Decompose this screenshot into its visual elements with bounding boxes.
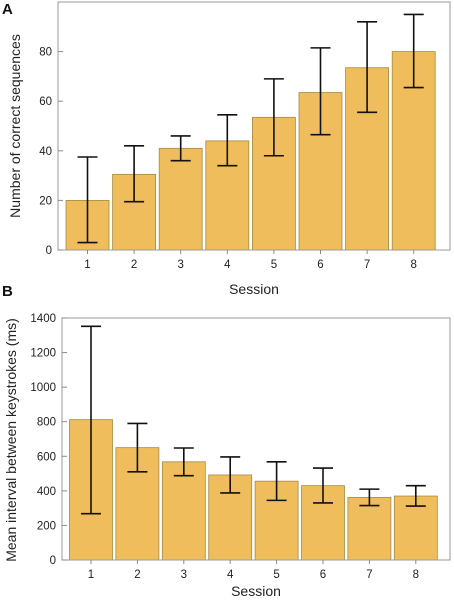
- panel-a-x-tick-label: 3: [177, 259, 183, 271]
- panel-a-x-tick-label: 7: [364, 259, 370, 271]
- panel-a-x-ticks: 1 2 3 4 5 6 7 8: [84, 250, 417, 271]
- panel-b-x-tick-label: 4: [227, 569, 234, 581]
- panel-a-error-bars: [77, 13, 424, 244]
- panel-b-y-tick-label: 1000: [30, 382, 56, 394]
- panel-a-y-tick-label: 80: [39, 47, 52, 59]
- panel-a-y-tick-label: 40: [39, 146, 52, 158]
- panel-a-x-tick-label: 2: [131, 259, 137, 271]
- panel-a-bars: [65, 51, 436, 251]
- panel-a-y-tick-label: 20: [39, 195, 52, 207]
- panel-a-x-tick-label: 8: [410, 259, 416, 271]
- panel-b-y-tick-label: 800: [37, 417, 56, 429]
- panel-b-x-tick-label: 2: [134, 569, 140, 581]
- panel-b-y-tick-label: 1200: [30, 348, 56, 360]
- panel-a-x-axis-label: Session: [229, 281, 279, 297]
- panel-b: B 0 200 400 600 800 1000 1200 1400 1 2 3 4 5 6 7 8 Ses…: [2, 283, 451, 599]
- panel-b-bars: [69, 419, 438, 561]
- panel-b-y-tick-label: 600: [37, 451, 56, 463]
- panel-a-label: A: [2, 1, 13, 18]
- panel-b-x-tick-label: 7: [366, 569, 372, 581]
- panel-a-y-tick-label: 0: [46, 245, 52, 257]
- panel-b-error-bars: [81, 325, 426, 515]
- panel-b-y-tick-label: 200: [37, 520, 56, 532]
- panel-a-x-tick-label: 6: [317, 259, 323, 271]
- panel-b-bar: [347, 497, 392, 561]
- panel-b-y-tick-label: 1400: [30, 313, 56, 325]
- panel-b-x-tick-label: 6: [320, 569, 326, 581]
- panel-b-x-tick-label: 8: [413, 569, 419, 581]
- panel-b-plot-frame: [61, 317, 451, 561]
- panel-b-x-ticks: 1 2 3 4 5 6 7 8: [88, 560, 419, 581]
- panel-b-y-ticks: 0 200 400 600 800 1000 1200 1400: [30, 313, 67, 567]
- panel-b-label: B: [2, 283, 13, 300]
- panel-a: A 0 20 40 60 80 1 2 3 4 5 6 7 8 Session Number of c…: [2, 1, 451, 297]
- panel-a-y-axis-label: Number of correct sequences: [7, 34, 23, 218]
- panel-a-x-tick-label: 4: [224, 259, 231, 271]
- panel-b-y-axis-label: Mean interval between keystrokes (ms): [3, 318, 19, 562]
- panel-b-x-tick-label: 3: [181, 569, 187, 581]
- panel-a-y-tick-label: 60: [39, 96, 52, 108]
- panel-b-y-tick-label: 0: [50, 555, 56, 567]
- panel-a-y-ticks: 0 20 40 60 80: [39, 47, 63, 257]
- panel-b-y-tick-label: 400: [37, 486, 56, 498]
- panel-a-plot-frame: [57, 1, 451, 251]
- panel-b-bar: [161, 461, 206, 561]
- panel-b-x-tick-label: 5: [273, 569, 279, 581]
- panel-b-x-tick-label: 1: [88, 569, 94, 581]
- panel-a-x-tick-label: 5: [271, 259, 277, 271]
- panel-b-x-axis-label: Session: [231, 583, 281, 599]
- panel-a-bar: [158, 147, 203, 251]
- panel-a-x-tick-label: 1: [84, 259, 90, 271]
